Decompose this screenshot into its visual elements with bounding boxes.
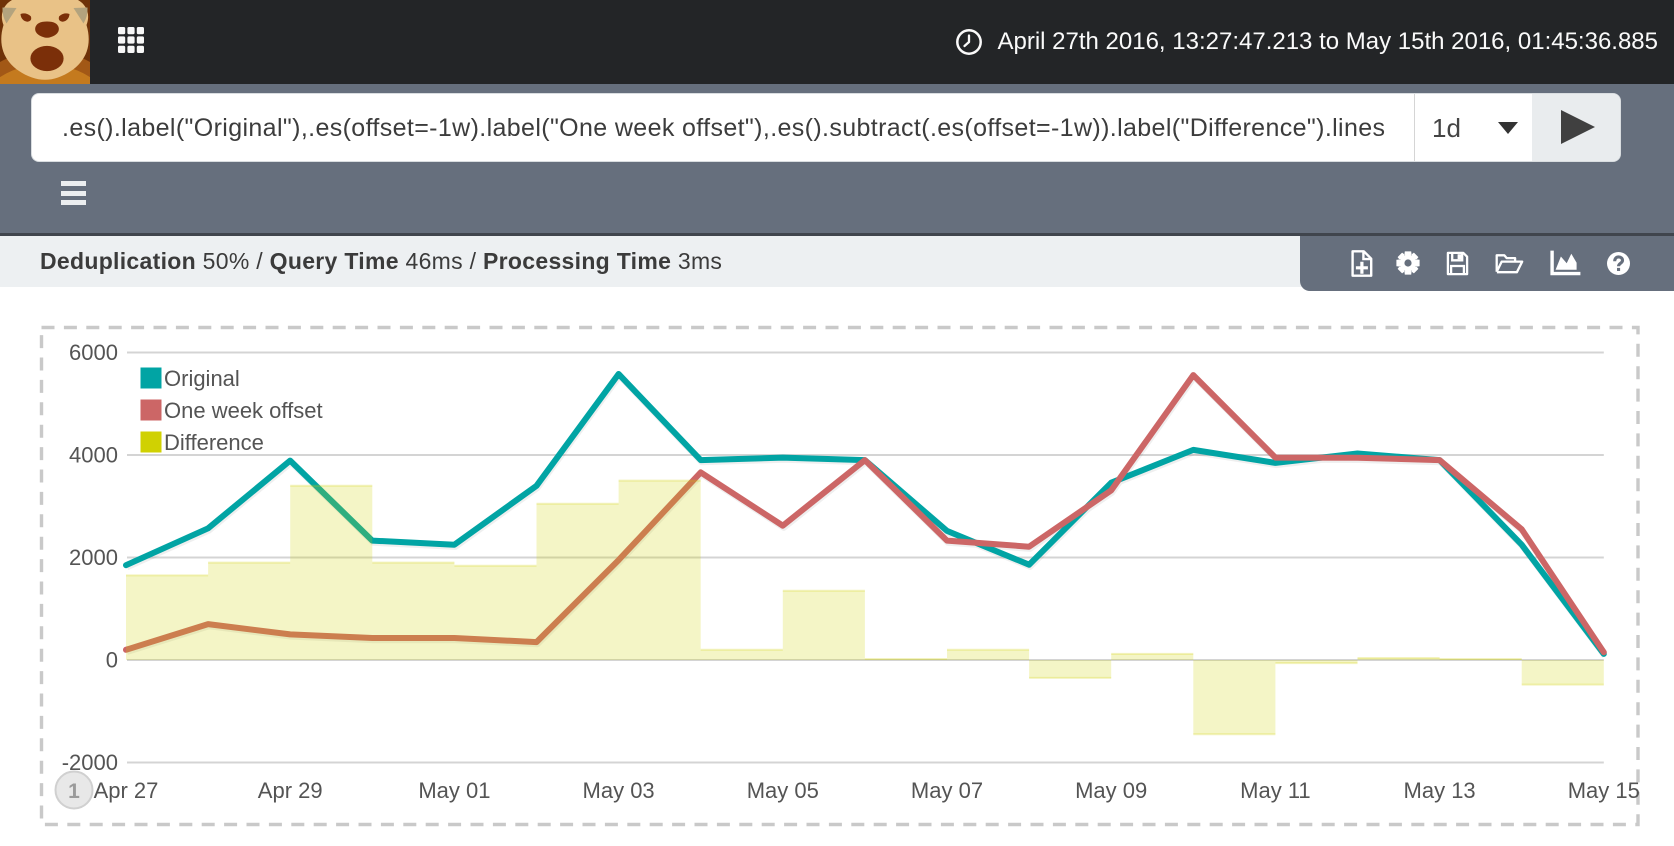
- svg-text:May 15: May 15: [1568, 778, 1640, 803]
- svg-text:0: 0: [106, 648, 118, 673]
- svg-text:Apr 27: Apr 27: [94, 778, 159, 803]
- svg-text:2000: 2000: [69, 545, 118, 570]
- svg-text:May 13: May 13: [1404, 778, 1476, 803]
- svg-text:May 07: May 07: [911, 778, 983, 803]
- svg-text:Original: Original: [164, 366, 240, 391]
- svg-text:May 05: May 05: [747, 778, 819, 803]
- svg-text:One week offset: One week offset: [164, 398, 323, 423]
- svg-text:4000: 4000: [69, 443, 118, 468]
- svg-text:1: 1: [68, 780, 80, 803]
- svg-text:Apr 29: Apr 29: [258, 778, 323, 803]
- svg-text:May 11: May 11: [1240, 778, 1311, 803]
- svg-text:May 03: May 03: [583, 778, 655, 803]
- svg-text:6000: 6000: [69, 340, 118, 365]
- svg-text:May 01: May 01: [418, 778, 490, 803]
- svg-text:May 09: May 09: [1075, 778, 1147, 803]
- svg-text:Difference: Difference: [164, 430, 264, 455]
